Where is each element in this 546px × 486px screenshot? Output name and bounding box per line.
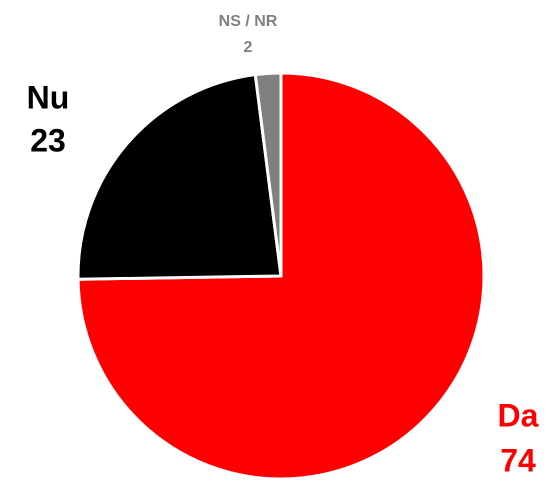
slice-value: 2	[244, 39, 253, 56]
slice-label: NS / NR	[219, 13, 278, 30]
pie-slice	[253, 71, 283, 278]
slice-value: 74	[500, 442, 536, 478]
slice-value: 23	[30, 122, 66, 158]
slice-label: Nu	[27, 79, 70, 115]
pie-slice	[76, 73, 283, 281]
slice-label: Da	[498, 397, 539, 433]
